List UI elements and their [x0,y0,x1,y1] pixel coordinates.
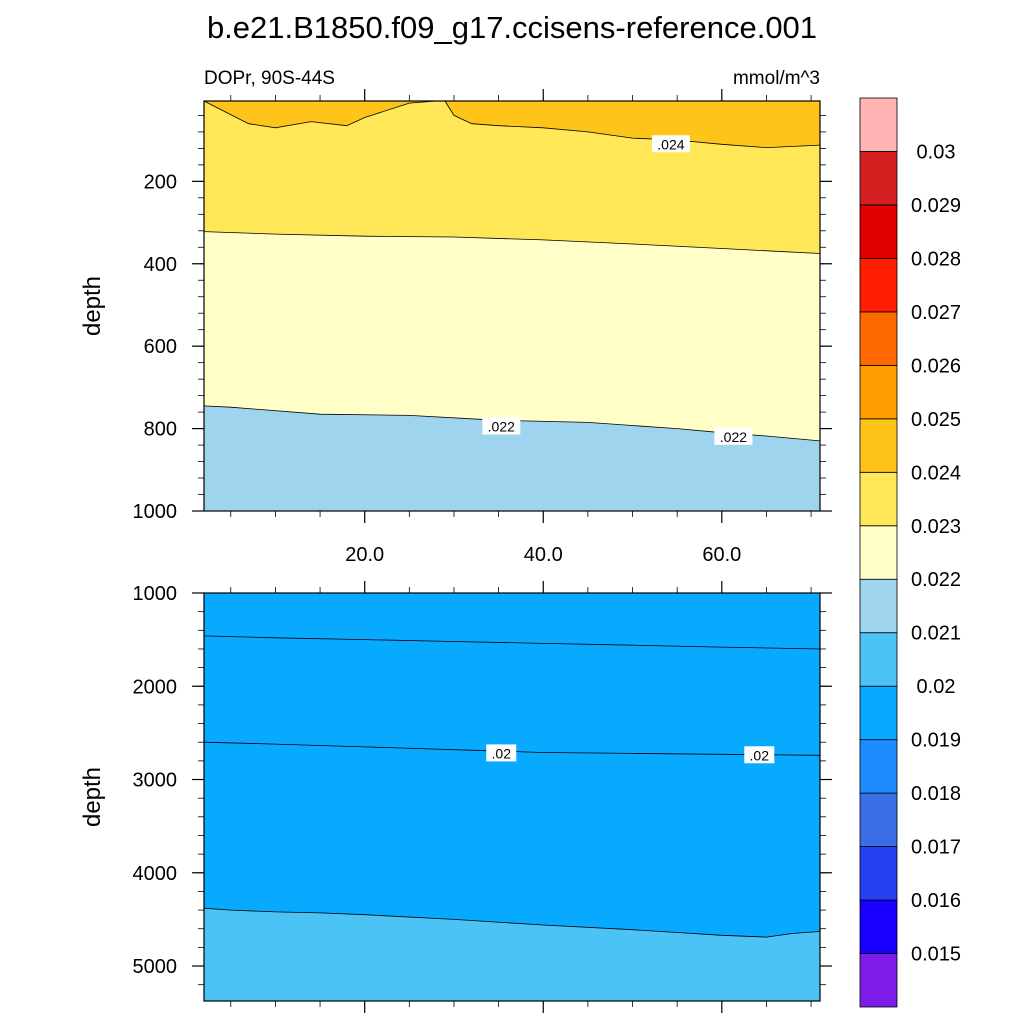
x-tick-label: 20.0 [345,544,384,566]
contour-label-box [482,417,521,435]
y-tick-label: 3000 [133,770,178,792]
colorbar-swatch [859,899,898,954]
colorbar-label: 0.021 [911,623,961,645]
x-tick-label: 40.0 [524,544,563,566]
y-tick-label: 400 [144,254,177,276]
colorbar-label: 0.024 [911,462,961,484]
plot-frame [203,592,821,1002]
colorbar-label: 0.016 [911,890,961,912]
upper-depth-panel: .022 .022 .024 200 400 600 800 1000 20.0 40.0 60.0… [79,89,832,566]
y-tick-label: 4000 [133,863,178,885]
colorbar-swatch [859,632,898,687]
colorbar-swatch [859,792,898,847]
contour-label: .022 [488,419,515,435]
colorbar-swatch [859,578,898,634]
colorbar-swatch [859,258,898,313]
variable-label: DOPr, 90S-44S [204,68,335,89]
colorbar-label: 0.026 [911,355,961,377]
colorbar-swatch [859,471,898,527]
y-tick-label: 600 [144,336,177,358]
colorbar-label: 0.03 [917,141,956,163]
colorbar-label: 0.018 [911,783,961,805]
contour-label-box [651,135,690,153]
y-tick-label: 5000 [133,956,178,978]
plot-frame [203,100,821,512]
figure-title: b.e21.B1850.f09_g17.ccisens-reference.00… [207,10,817,45]
colorbar-swatch [859,953,898,1008]
y-tick-label: 200 [144,171,177,193]
colorbar-label: 0.017 [911,837,961,859]
colorbar-swatch [859,846,898,901]
contour-label: .022 [720,429,747,445]
contour-label: .024 [657,136,684,152]
y-tick-label: 800 [144,419,177,441]
contour-label-box [744,746,775,764]
contour-line [204,231,820,254]
contour-label: .02 [492,745,512,761]
colorbar-swatch [859,97,898,152]
y-axis-label: depth [79,767,106,827]
colorbar-swatch [859,204,898,259]
lower-depth-panel: .02 .02 1000 2000 3000 4000 5000 depth [79,581,832,1013]
contour-line [204,635,820,650]
colorbar-swatch [859,311,898,366]
contour-label-box [714,427,753,445]
colorbar-swatch [859,364,898,420]
x-tick-label: 60.0 [702,544,741,566]
y-tick-label: 1000 [133,583,178,605]
colorbar-label: 0.028 [911,248,961,270]
colorbar-label: 0.025 [911,409,961,431]
units-label: mmol/m^3 [733,68,820,89]
y-tick-label: 2000 [133,676,178,698]
colorbar-label: 0.029 [911,195,961,217]
colorbar-swatch [859,685,898,741]
contour-fill [204,593,820,938]
contour-line [204,907,820,938]
colorbar-swatch [859,151,898,206]
colorbar: 0.015 0.016 0.017 0.018 0.019 0.02 0.021 0.022 0… [859,97,961,1008]
colorbar-swatch [859,418,898,473]
contour-label-box [486,744,517,762]
y-tick-label: 1000 [133,501,178,523]
colorbar-swatch [859,739,898,794]
colorbar-label: 0.023 [911,516,961,538]
contour-label: .02 [750,747,770,763]
colorbar-label: 0.015 [911,944,961,966]
colorbar-label: 0.022 [911,569,961,591]
colorbar-swatch [859,525,898,580]
colorbar-label: 0.027 [911,302,961,324]
y-axis-label: depth [79,276,106,336]
colorbar-label: 0.019 [911,730,961,752]
colorbar-label: 0.02 [917,676,956,698]
